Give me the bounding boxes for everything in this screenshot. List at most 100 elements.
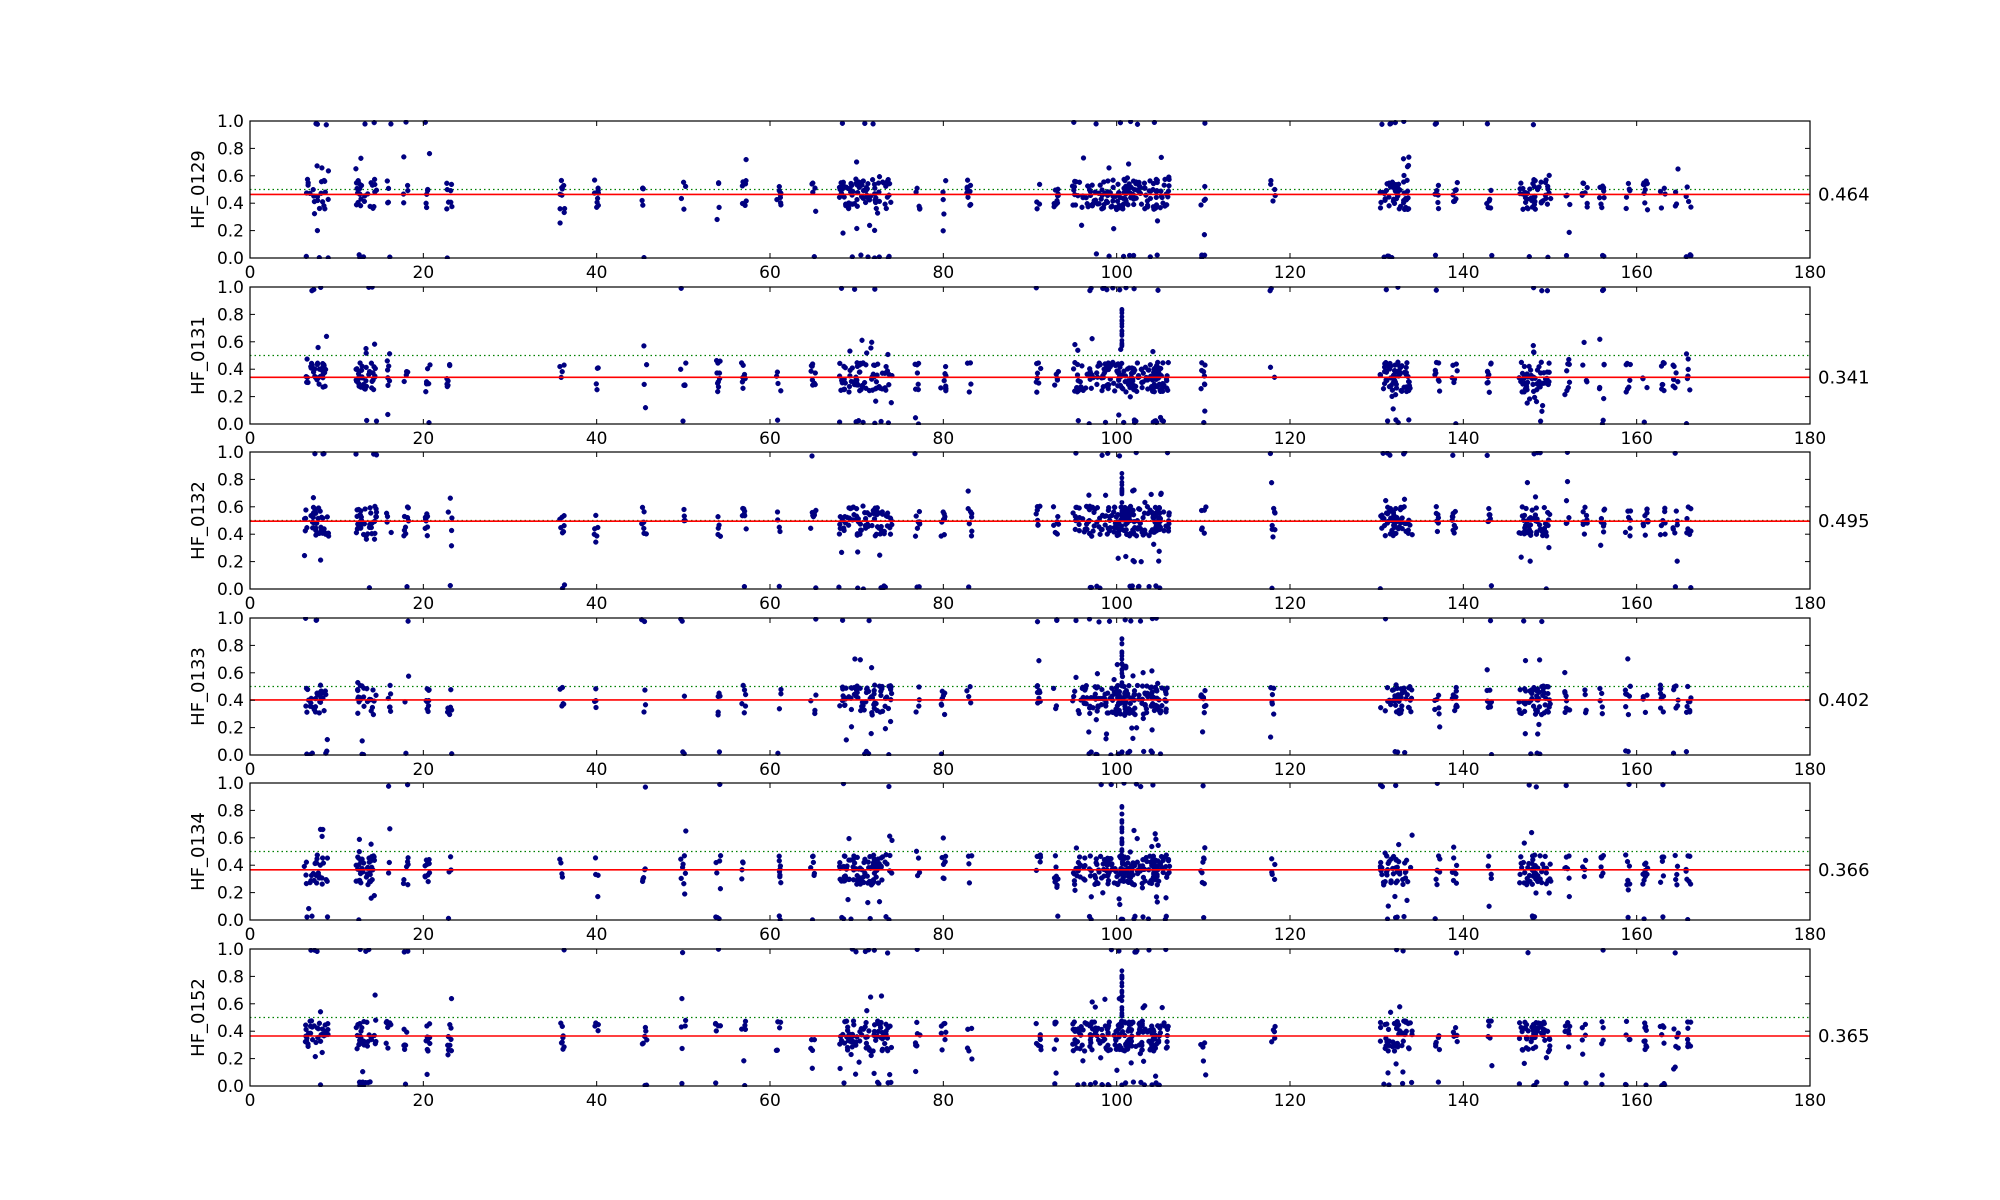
data-point bbox=[712, 1021, 719, 1027]
data-point bbox=[1526, 527, 1533, 533]
data-point bbox=[1070, 870, 1077, 876]
data-point bbox=[640, 876, 646, 882]
data-point bbox=[373, 452, 380, 458]
y-tick-label: 0.6 bbox=[217, 167, 244, 187]
data-point bbox=[367, 879, 374, 885]
data-point bbox=[877, 552, 883, 558]
data-point bbox=[1120, 202, 1126, 208]
data-point bbox=[1094, 861, 1100, 868]
data-point bbox=[1397, 1004, 1403, 1010]
data-point bbox=[876, 174, 883, 180]
data-point bbox=[848, 378, 855, 385]
data-point bbox=[1382, 708, 1388, 714]
data-point bbox=[641, 709, 647, 715]
data-point bbox=[1530, 914, 1536, 920]
data-point bbox=[716, 749, 723, 755]
data-point bbox=[1119, 314, 1125, 320]
data-point bbox=[884, 861, 890, 867]
data-point bbox=[373, 418, 380, 424]
data-point bbox=[641, 381, 647, 388]
data-point bbox=[1382, 850, 1388, 856]
data-point bbox=[916, 508, 923, 515]
data-point bbox=[310, 495, 317, 501]
data-point bbox=[1115, 361, 1121, 367]
data-point bbox=[1598, 515, 1605, 522]
data-point bbox=[447, 362, 453, 369]
y-tick-label: 0.8 bbox=[217, 305, 244, 325]
data-point bbox=[679, 618, 685, 624]
data-point bbox=[1075, 1082, 1081, 1087]
data-point bbox=[357, 186, 363, 192]
data-point bbox=[1392, 914, 1399, 921]
data-point bbox=[1642, 532, 1648, 538]
x-tick-label: 120 bbox=[1274, 429, 1306, 449]
data-point bbox=[876, 683, 883, 689]
data-point bbox=[888, 199, 894, 205]
data-point bbox=[861, 707, 867, 713]
data-point bbox=[740, 682, 746, 689]
data-point bbox=[1541, 1020, 1547, 1027]
data-point bbox=[362, 506, 368, 512]
data-point bbox=[1642, 1038, 1648, 1044]
data-point bbox=[1052, 1021, 1058, 1027]
data-point bbox=[313, 880, 320, 886]
y-tick-label: 0.2 bbox=[217, 1050, 244, 1070]
data-point bbox=[1380, 386, 1387, 392]
data-point bbox=[1155, 359, 1161, 366]
data-point bbox=[1131, 691, 1138, 697]
data-point bbox=[881, 528, 887, 535]
data-point bbox=[875, 1018, 881, 1024]
data-point bbox=[1086, 617, 1093, 622]
data-point bbox=[319, 165, 325, 171]
data-point bbox=[1272, 861, 1278, 868]
data-point bbox=[309, 913, 315, 919]
data-point bbox=[916, 703, 922, 709]
data-point bbox=[1148, 694, 1155, 700]
data-point bbox=[1547, 861, 1553, 867]
data-point bbox=[1200, 1058, 1207, 1064]
data-point bbox=[1623, 748, 1629, 754]
data-point bbox=[775, 1019, 781, 1025]
data-point bbox=[1394, 685, 1400, 692]
data-point bbox=[858, 252, 864, 258]
x-tick-label: 40 bbox=[586, 1091, 608, 1111]
data-point bbox=[713, 1080, 719, 1086]
data-point bbox=[1161, 382, 1167, 388]
data-point bbox=[1160, 360, 1166, 366]
data-point bbox=[405, 618, 411, 624]
data-point bbox=[1054, 530, 1060, 537]
data-point bbox=[1201, 914, 1207, 921]
data-point bbox=[682, 382, 688, 388]
data-point bbox=[1125, 860, 1131, 866]
data-point bbox=[811, 380, 818, 386]
data-point bbox=[1546, 544, 1552, 551]
data-point bbox=[1393, 880, 1399, 886]
data-point bbox=[848, 1051, 854, 1058]
data-point bbox=[1082, 855, 1088, 861]
data-point bbox=[1407, 385, 1413, 391]
data-point bbox=[1625, 180, 1632, 187]
data-point bbox=[1385, 1070, 1391, 1076]
x-tick-label: 40 bbox=[586, 263, 608, 283]
data-point bbox=[1674, 558, 1680, 564]
data-point bbox=[1626, 1036, 1632, 1043]
data-point bbox=[1536, 721, 1542, 728]
data-point bbox=[1526, 396, 1533, 402]
data-point bbox=[678, 195, 685, 202]
data-point bbox=[1138, 201, 1145, 207]
data-point bbox=[1488, 871, 1494, 877]
data-point bbox=[1564, 192, 1570, 198]
data-point bbox=[878, 692, 884, 699]
data-point bbox=[1564, 387, 1570, 394]
data-point bbox=[1076, 528, 1082, 534]
data-point bbox=[1142, 364, 1149, 370]
data-point bbox=[1126, 365, 1132, 371]
data-point bbox=[1034, 619, 1041, 625]
data-point bbox=[361, 703, 367, 709]
data-point bbox=[1052, 187, 1059, 193]
data-point bbox=[1070, 510, 1076, 516]
data-point bbox=[316, 366, 323, 372]
data-point bbox=[1267, 288, 1273, 294]
data-point bbox=[1546, 890, 1552, 896]
data-point bbox=[1119, 841, 1125, 847]
